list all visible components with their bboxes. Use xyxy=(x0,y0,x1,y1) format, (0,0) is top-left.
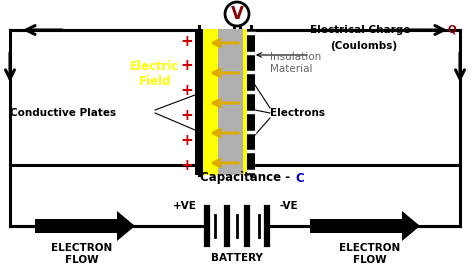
Text: V: V xyxy=(230,5,244,23)
Text: BATTERY: BATTERY xyxy=(211,253,263,263)
Text: ELECTRON
FLOW: ELECTRON FLOW xyxy=(339,243,401,265)
Text: ELECTRON
FLOW: ELECTRON FLOW xyxy=(51,243,113,265)
Text: Conductive Plates: Conductive Plates xyxy=(10,108,116,118)
Text: +: + xyxy=(181,33,193,48)
Polygon shape xyxy=(310,211,420,241)
Text: Insulation
Material: Insulation Material xyxy=(270,52,321,74)
Text: +: + xyxy=(181,133,193,148)
Text: Electrons: Electrons xyxy=(270,108,325,118)
Text: Electrical Charge -: Electrical Charge - xyxy=(310,25,422,35)
Text: Electric
Field: Electric Field xyxy=(130,60,180,88)
Polygon shape xyxy=(35,211,135,241)
Text: +: + xyxy=(181,83,193,98)
Text: Capacitance -: Capacitance - xyxy=(200,172,294,184)
Bar xyxy=(195,29,203,175)
Text: +VE: +VE xyxy=(173,201,197,211)
Text: +: + xyxy=(181,108,193,123)
Bar xyxy=(247,29,255,175)
Text: Q: Q xyxy=(448,25,457,35)
Text: +: + xyxy=(181,158,193,173)
Text: -VE: -VE xyxy=(280,201,298,211)
Circle shape xyxy=(225,2,249,26)
Bar xyxy=(203,29,247,175)
Text: (Coulombs): (Coulombs) xyxy=(330,41,397,51)
Bar xyxy=(219,29,243,175)
Text: C: C xyxy=(295,172,304,184)
Text: +: + xyxy=(181,58,193,73)
